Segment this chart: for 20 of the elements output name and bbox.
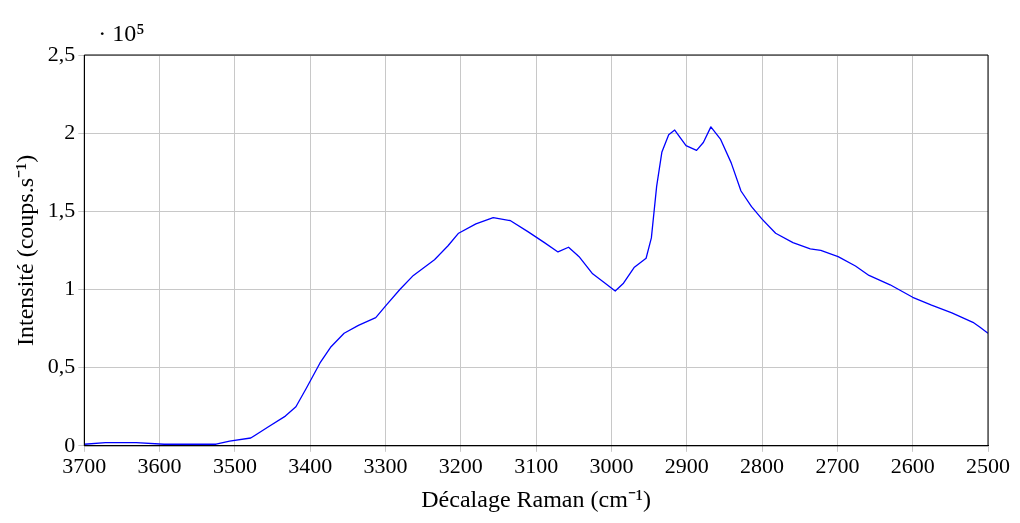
x-tick-label: 2500 [966, 452, 1010, 478]
x-tick-label: 3100 [514, 452, 559, 478]
x-tick-label: 2900 [664, 452, 709, 478]
y-tick-label: 0,5 [47, 353, 76, 379]
y-tick-label: 2,5 [47, 40, 76, 66]
x-tick-label: 3600 [137, 452, 182, 478]
y-tick-label: 1 [64, 275, 76, 301]
x-tick-label: 3200 [438, 452, 483, 478]
x-tick-label: 2600 [890, 452, 935, 478]
x-tick-label: 2800 [740, 452, 785, 478]
y-tick-label: 2 [64, 118, 76, 144]
x-tick-label: 3500 [212, 452, 257, 478]
x-tick-label: 2700 [815, 452, 860, 478]
x-tick-label: 3000 [589, 452, 634, 478]
x-tick-label: 3300 [363, 452, 408, 478]
y-tick-label: 1,5 [47, 197, 76, 223]
x-tick-label: 3400 [288, 452, 333, 478]
text: · 10⁵ [98, 20, 145, 47]
y-axis-title: Intensité (coups.s⁻¹) [11, 154, 38, 346]
x-axis-title: Décalage Raman (cm⁻¹) [421, 485, 652, 512]
